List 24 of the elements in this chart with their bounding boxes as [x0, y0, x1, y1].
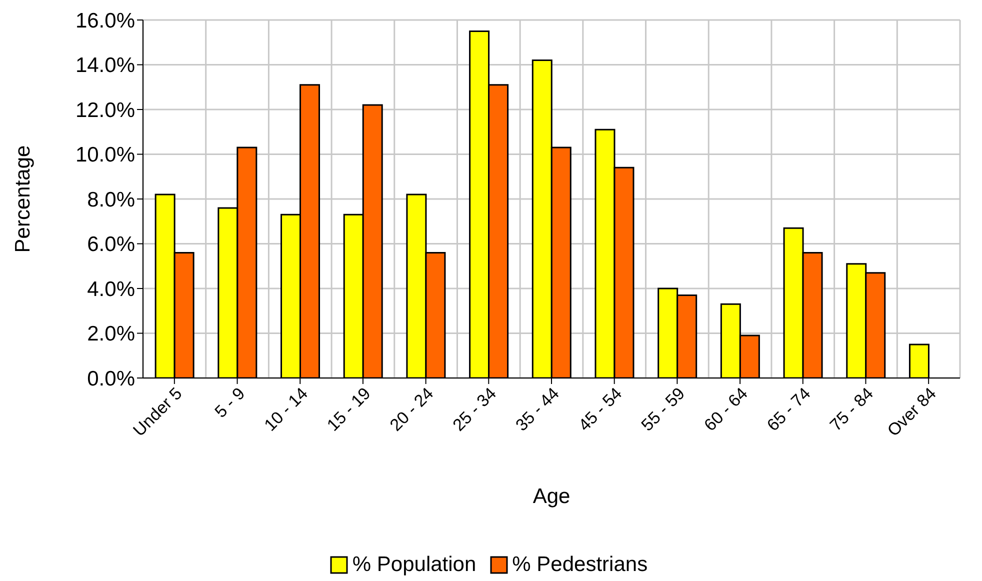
- y-tick-label: 4.0%: [87, 278, 135, 301]
- legend-label: % Population: [352, 553, 476, 577]
- x-tick-label: 55 - 59: [638, 384, 689, 435]
- x-tick-label: 60 - 64: [700, 384, 752, 435]
- x-tick-label: 5 - 9: [211, 384, 249, 422]
- y-tick-label: 0.0%: [87, 367, 135, 390]
- y-tick-label: 12.0%: [75, 98, 135, 122]
- y-tick-label: 2.0%: [87, 322, 135, 346]
- y-tick-label: 8.0%: [87, 188, 135, 212]
- y-tick-label: 10.0%: [75, 144, 135, 167]
- x-tick-label: 35 - 44: [512, 384, 563, 435]
- x-tick-label: 20 - 24: [386, 384, 438, 435]
- x-tick-label: 45 - 54: [574, 384, 626, 435]
- x-tick-label: 75 - 84: [826, 384, 878, 435]
- y-axis-title: Percentage: [11, 145, 34, 253]
- x-tick-label: 15 - 19: [323, 384, 374, 435]
- legend-label: % Pedestrians: [512, 553, 648, 577]
- y-tick-label: 14.0%: [75, 54, 135, 78]
- x-tick-label: 65 - 74: [763, 384, 814, 435]
- x-tick-label: 10 - 14: [260, 384, 312, 435]
- x-tick-label: 25 - 34: [449, 384, 500, 435]
- y-tick-label: 6.0%: [87, 233, 135, 256]
- y-tick-label: 16.0%: [75, 9, 135, 32]
- x-axis-title: Age: [532, 485, 570, 508]
